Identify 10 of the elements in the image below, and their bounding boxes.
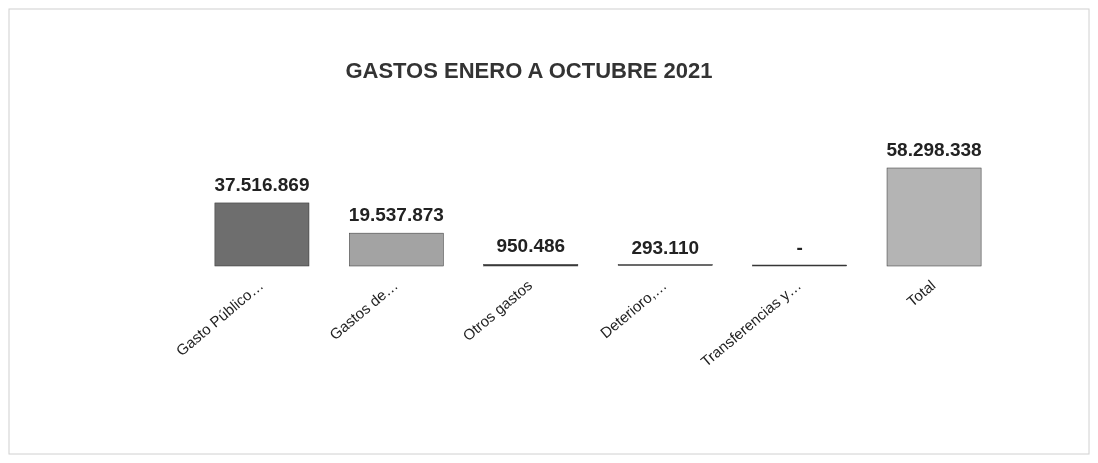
bar xyxy=(214,202,310,267)
data-label: 950.486 xyxy=(496,235,566,257)
bar xyxy=(349,232,444,267)
bar xyxy=(886,167,982,267)
data-label: 293.110 xyxy=(631,236,700,258)
data-label: 19.537.873 xyxy=(348,204,444,226)
data-label: 58.298.338 xyxy=(886,139,982,160)
data-label: 37.516.869 xyxy=(214,173,310,195)
data-label: - xyxy=(796,237,803,258)
chart-title: GASTOS ENERO A OCTUBRE 2021 xyxy=(345,58,713,83)
